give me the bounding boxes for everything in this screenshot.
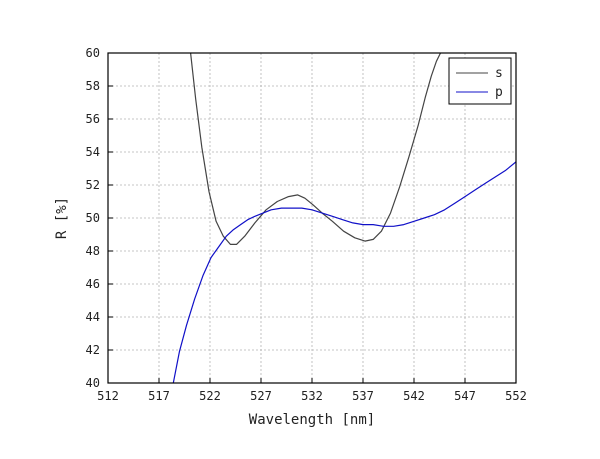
legend-label-p: p (495, 85, 503, 100)
plot-frame (107, 52, 517, 384)
y-tick-label: 60 (86, 46, 100, 60)
x-tick-label: 547 (454, 389, 476, 403)
x-tick-label: 552 (505, 389, 527, 403)
y-axis-label: R [%] (54, 197, 70, 239)
x-tick-label: 512 (97, 389, 119, 403)
x-tick-label: 542 (403, 389, 425, 403)
y-tick-label: 44 (86, 310, 100, 324)
ticks: 512 517 522 527 532 537 542 547 552 40 42 44 46 48 50 5… (86, 46, 527, 403)
y-tick-label: 56 (86, 112, 100, 126)
legend-label-s: s (495, 66, 503, 81)
y-tick-label: 42 (86, 343, 100, 357)
y-tick-label: 48 (86, 244, 100, 258)
y-tick-label: 40 (86, 376, 100, 390)
legend-box (448, 57, 512, 105)
y-tick-label: 50 (86, 211, 100, 225)
y-tick-label: 52 (86, 178, 100, 192)
x-tick-label: 517 (148, 389, 170, 403)
x-tick-label: 537 (352, 389, 374, 403)
grid (108, 53, 516, 383)
x-axis-label: Wavelength [nm] (249, 412, 375, 428)
y-tick-label: 54 (86, 145, 100, 159)
legend: s p (448, 57, 512, 105)
series-line-p (172, 161, 516, 383)
x-tick-label: 527 (250, 389, 272, 403)
x-tick-label: 532 (301, 389, 323, 403)
y-tick-label: 58 (86, 79, 100, 93)
series-line-s (190, 53, 442, 245)
series-layer (172, 53, 516, 383)
y-tick-label: 46 (86, 277, 100, 291)
x-tick-label: 522 (199, 389, 221, 403)
